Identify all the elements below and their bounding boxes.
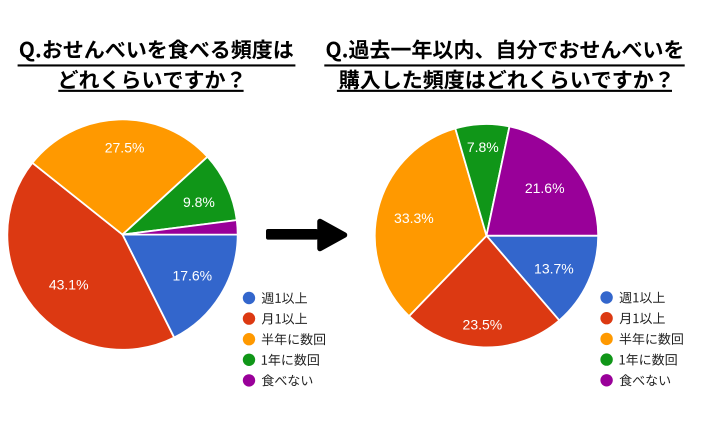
svg-text:27.5%: 27.5% bbox=[105, 139, 145, 155]
svg-text:13.7%: 13.7% bbox=[534, 260, 574, 276]
svg-text:23.5%: 23.5% bbox=[463, 316, 503, 332]
svg-text:9.8%: 9.8% bbox=[183, 194, 215, 210]
svg-text:43.1%: 43.1% bbox=[49, 276, 89, 292]
svg-text:33.3%: 33.3% bbox=[394, 210, 434, 226]
svg-text:17.6%: 17.6% bbox=[172, 268, 212, 284]
svg-text:7.8%: 7.8% bbox=[467, 139, 499, 155]
svg-text:21.6%: 21.6% bbox=[525, 180, 565, 196]
